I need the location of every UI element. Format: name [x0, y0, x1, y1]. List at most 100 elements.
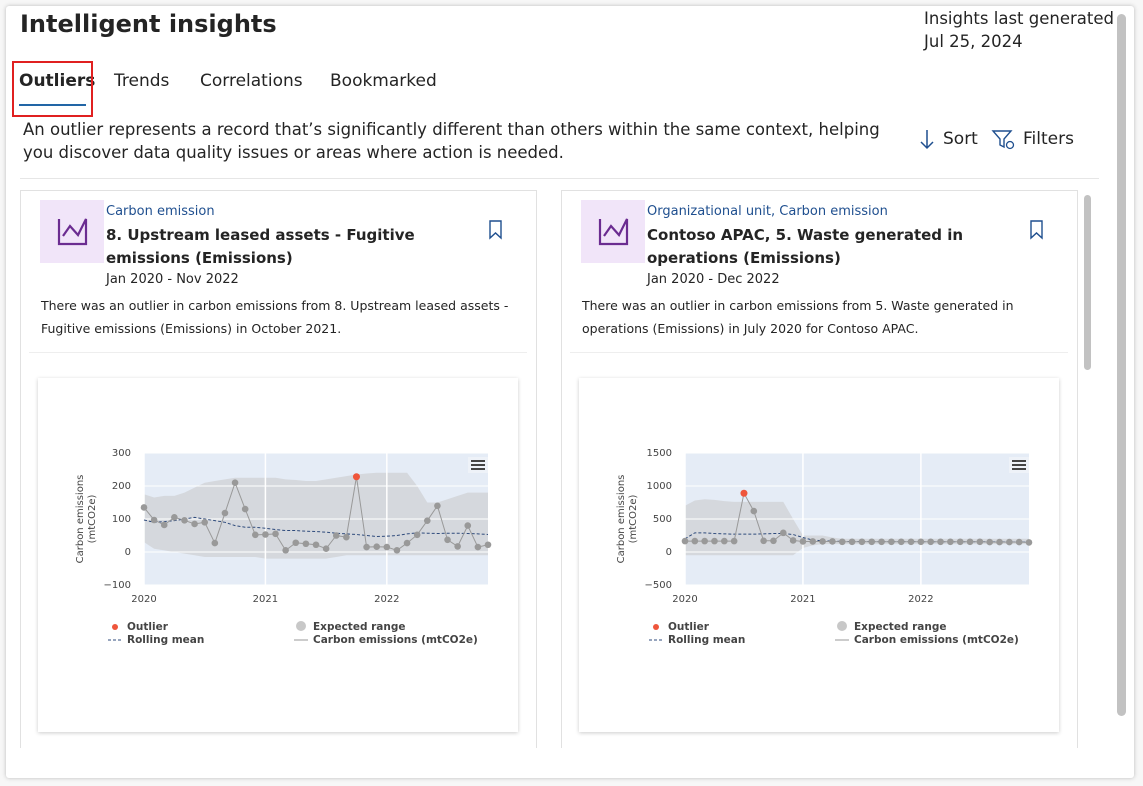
filters-button[interactable]: Filters — [1023, 129, 1074, 149]
card-title: 8. Upstream leased assets - Fugitive emi… — [106, 226, 415, 267]
x-tick-label: 2021 — [790, 594, 815, 605]
insight-card[interactable]: Carbon emission 8. Upstream leased asset… — [20, 190, 537, 748]
legend-marker — [112, 624, 118, 630]
generated-label: Insights last generated — [924, 9, 1114, 28]
card-separator — [29, 352, 527, 353]
emissions-point — [464, 522, 472, 529]
x-tick-label: 2020 — [131, 594, 156, 605]
legend-label: Carbon emissions (mtCO2e) — [854, 634, 1019, 646]
y-tick-label: −100 — [104, 580, 131, 591]
expected-range — [144, 472, 488, 559]
x-tick-label: 2022 — [374, 594, 399, 605]
emissions-point — [779, 529, 787, 537]
filter-icon[interactable] — [991, 128, 1017, 152]
emissions-point — [150, 516, 158, 524]
emissions-point — [770, 537, 777, 545]
y-axis-label: Carbon emissions — [75, 475, 86, 564]
scrollbar[interactable] — [1117, 14, 1126, 716]
emissions-point — [1015, 538, 1023, 546]
legend-marker — [296, 621, 306, 631]
sort-icon[interactable] — [918, 128, 938, 152]
emissions-point — [434, 502, 441, 510]
emissions-point — [966, 538, 974, 546]
card-date-range: Jan 2020 - Dec 2022 — [647, 272, 780, 287]
legend-label: Expected range — [313, 621, 406, 633]
card-list: Carbon emission 8. Upstream leased asset… — [0, 180, 1143, 748]
generated-date: Jul 25, 2024 — [924, 32, 1023, 51]
emissions-point — [231, 479, 239, 486]
emissions-point — [383, 543, 391, 551]
emissions-point — [1006, 538, 1013, 546]
emissions-point — [211, 539, 219, 547]
emissions-point — [907, 538, 915, 546]
tab[interactable]: Outliers — [19, 71, 96, 91]
emissions-point — [140, 504, 148, 511]
emissions-point — [897, 538, 905, 546]
emissions-point — [848, 538, 856, 546]
bookmark-icon[interactable] — [487, 219, 505, 241]
outlier-point — [352, 473, 360, 481]
emissions-point — [413, 531, 421, 539]
card-separator — [570, 352, 1068, 353]
emissions-point — [403, 539, 411, 547]
card-date-range: Jan 2020 - Nov 2022 — [106, 272, 239, 287]
description: An outlier represents a record that’s si… — [23, 120, 880, 162]
y-tick-label: 1500 — [647, 448, 672, 459]
sort-button[interactable]: Sort — [943, 129, 978, 149]
emissions-point — [721, 537, 728, 545]
emissions-point — [947, 538, 954, 546]
emissions-point — [474, 543, 482, 551]
emissions-point — [730, 537, 738, 545]
emissions-point — [760, 537, 767, 545]
card-icon — [581, 200, 645, 263]
emissions-point — [393, 547, 401, 554]
y-tick-label: 100 — [112, 514, 131, 525]
x-tick-label: 2020 — [672, 594, 697, 605]
y-tick-label: 0 — [125, 547, 131, 558]
y-tick-label: 200 — [112, 481, 131, 492]
y-axis-label: Carbon emissions — [616, 475, 627, 564]
card-title: Contoso APAC, 5. Waste generated in oper… — [647, 226, 964, 267]
emissions-point — [799, 538, 807, 545]
card-icon — [40, 200, 104, 263]
emissions-point — [454, 543, 461, 550]
emissions-point — [332, 532, 340, 539]
emissions-point — [681, 537, 689, 545]
legend-label: Expected range — [854, 621, 947, 633]
x-tick-label: 2021 — [253, 594, 278, 605]
emissions-point — [927, 538, 935, 546]
x-tick-label: 2022 — [908, 594, 933, 605]
emissions-point — [181, 517, 188, 524]
bookmark-icon[interactable] — [1028, 219, 1046, 241]
emissions-point — [221, 509, 229, 517]
tab[interactable]: Bookmarked — [330, 71, 437, 91]
y-axis-label: (mtCO2e) — [87, 494, 98, 543]
legend-label: Carbon emissions (mtCO2e) — [313, 634, 478, 646]
chart-box: −100 0 100 200 300 2020 2021 2022 Carbon emissio… — [38, 378, 518, 732]
emissions-point — [701, 537, 708, 545]
emissions-point — [789, 537, 797, 544]
legend-label: Rolling mean — [668, 634, 745, 646]
emissions-point — [171, 514, 178, 521]
emissions-point — [809, 538, 817, 545]
y-tick-label: 500 — [653, 514, 672, 525]
chart-box: −500 0 500 1000 1500 2020 2021 2022 Carbon emiss… — [579, 378, 1059, 732]
inner-scrollbar[interactable] — [1084, 195, 1091, 370]
card-category: Organizational unit, Carbon emission — [647, 204, 888, 219]
emissions-point — [322, 545, 330, 552]
card-category: Carbon emission — [106, 204, 215, 219]
tab[interactable]: Trends — [114, 71, 170, 91]
outlier-point — [740, 489, 748, 497]
emissions-point — [917, 538, 925, 546]
tab[interactable]: Correlations — [200, 71, 303, 91]
emissions-point — [956, 538, 964, 546]
y-tick-label: 300 — [112, 448, 131, 459]
chart: −100 0 100 200 300 2020 2021 2022 Carbon emissio… — [75, 448, 492, 646]
highlight-box — [12, 61, 93, 117]
card-text: There was an outlier in carbon emissions… — [41, 298, 509, 336]
insight-card[interactable]: Organizational unit, Carbon emission Con… — [561, 190, 1078, 748]
y-tick-label: −500 — [645, 580, 672, 591]
emissions-point — [819, 538, 826, 545]
emissions-point — [937, 538, 944, 546]
